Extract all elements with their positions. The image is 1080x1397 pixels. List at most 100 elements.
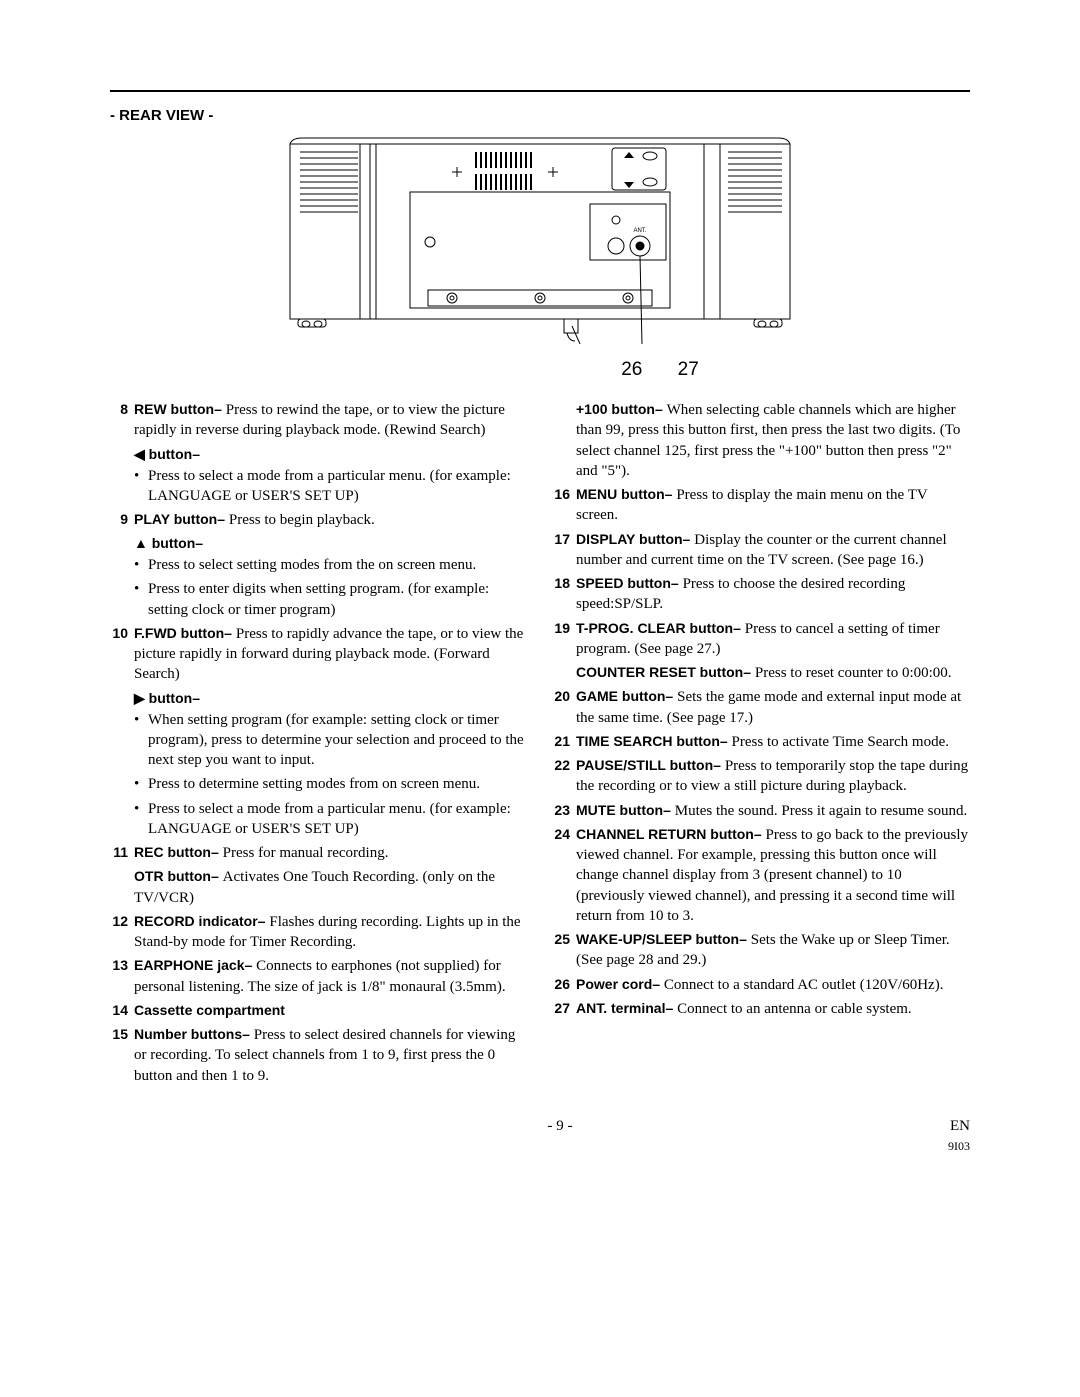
list-entry: 20GAME button– Sets the game mode and ex…: [552, 687, 970, 728]
entry-body: PAUSE/STILL button– Press to temporarily…: [576, 756, 970, 797]
bullet-icon: •: [134, 555, 148, 575]
section-title: - REAR VIEW -: [110, 106, 970, 126]
entry-label: DISPLAY button–: [576, 531, 694, 547]
entry-number: 19: [552, 619, 576, 660]
list-entry: 13EARPHONE jack– Connects to earphones (…: [110, 956, 528, 997]
bullet-item: •Press to enter digits when setting prog…: [110, 579, 528, 620]
entry-number: 9: [110, 510, 134, 530]
entry-number: 24: [552, 825, 576, 926]
entry-text: Connect to a standard AC outlet (120V/60…: [664, 977, 944, 993]
bullet-text: Press to select a mode from a particular…: [148, 466, 528, 507]
entry-label: Number buttons–: [134, 1026, 254, 1042]
entry-label: Power cord–: [576, 976, 664, 992]
entry-body: CHANNEL RETURN button– Press to go back …: [576, 825, 970, 926]
entry-text: Press to activate Time Search mode.: [732, 734, 949, 750]
list-entry: 25WAKE-UP/SLEEP button– Sets the Wake up…: [552, 930, 970, 971]
callout-27: 27: [678, 357, 699, 383]
list-entry: 12RECORD indicator– Flashes during recor…: [110, 912, 528, 953]
entry-body: Cassette compartment: [134, 1001, 528, 1021]
entry-body: RECORD indicator– Flashes during recordi…: [134, 912, 528, 953]
entry-label: RECORD indicator–: [134, 913, 269, 929]
entry-number: 25: [552, 930, 576, 971]
entry-label: CHANNEL RETURN button–: [576, 826, 766, 842]
entry-number: 10: [110, 624, 134, 685]
bullet-icon: •: [134, 579, 148, 620]
bullet-icon: •: [134, 774, 148, 794]
list-entry: 17DISPLAY button– Display the counter or…: [552, 530, 970, 571]
bullet-text: Press to enter digits when setting progr…: [148, 579, 528, 620]
right-column: +100 button– When selecting cable channe…: [552, 400, 970, 1090]
entry-label: PAUSE/STILL button–: [576, 757, 725, 773]
bullet-text: Press to select setting modes from the o…: [148, 555, 528, 575]
entry-body: MENU button– Press to display the main m…: [576, 485, 970, 526]
page-number: - 9 -: [548, 1116, 573, 1136]
doc-code: 9I03: [110, 1138, 970, 1154]
entry-label: REW button–: [134, 401, 226, 417]
entry-label: MENU button–: [576, 486, 676, 502]
entry-body: REC button– Press for manual recording.: [134, 843, 528, 863]
arrow-icon: ◀: [134, 446, 145, 462]
entry-label: T-PROG. CLEAR button–: [576, 620, 745, 636]
entry-label: PLAY button–: [134, 511, 229, 527]
callout-26: 26: [621, 357, 642, 383]
entry-number: 8: [110, 400, 134, 441]
list-entry: OTR button– Activates One Touch Recordin…: [110, 867, 528, 908]
bullet-icon: •: [134, 799, 148, 840]
entry-body: DISPLAY button– Display the counter or t…: [576, 530, 970, 571]
direction-button-label: ▶ button–: [110, 689, 528, 708]
entry-text: Press to begin playback.: [229, 512, 375, 528]
entry-text: Press for manual recording.: [223, 845, 389, 861]
entry-label: OTR button–: [134, 868, 223, 884]
bullet-item: •Press to determine setting modes from o…: [110, 774, 528, 794]
entry-number: 17: [552, 530, 576, 571]
entry-text: Connect to an antenna or cable system.: [677, 1001, 912, 1017]
list-entry: 8REW button– Press to rewind the tape, o…: [110, 400, 528, 441]
direction-button-label: ▲ button–: [110, 534, 528, 553]
entry-body: PLAY button– Press to begin playback.: [134, 510, 528, 530]
list-entry: 22PAUSE/STILL button– Press to temporari…: [552, 756, 970, 797]
diagram-callouts: 26 27: [110, 357, 970, 383]
bullet-icon: •: [134, 466, 148, 507]
list-entry: COUNTER RESET button– Press to reset cou…: [552, 663, 970, 683]
bullet-item: •Press to select a mode from a particula…: [110, 466, 528, 507]
entry-number: 18: [552, 574, 576, 615]
list-entry: 16MENU button– Press to display the main…: [552, 485, 970, 526]
list-entry: 15Number buttons– Press to select desire…: [110, 1025, 528, 1086]
entry-label: WAKE-UP/SLEEP button–: [576, 931, 751, 947]
entry-number: 21: [552, 732, 576, 752]
entry-body: T-PROG. CLEAR button– Press to cancel a …: [576, 619, 970, 660]
arrow-icon: ▲: [134, 535, 148, 551]
entry-number: 13: [110, 956, 134, 997]
list-entry: 10F.FWD button– Press to rapidly advance…: [110, 624, 528, 685]
entry-body: WAKE-UP/SLEEP button– Sets the Wake up o…: [576, 930, 970, 971]
left-column: 8REW button– Press to rewind the tape, o…: [110, 400, 528, 1090]
list-entry: 14Cassette compartment: [110, 1001, 528, 1021]
list-entry: 18SPEED button– Press to choose the desi…: [552, 574, 970, 615]
bullet-text: Press to select a mode from a particular…: [148, 799, 528, 840]
entry-body: Number buttons– Press to select desired …: [134, 1025, 528, 1086]
entry-number: 16: [552, 485, 576, 526]
list-entry: 21TIME SEARCH button– Press to activate …: [552, 732, 970, 752]
bullet-text: When setting program (for example: setti…: [148, 710, 528, 771]
bullet-item: •When setting program (for example: sett…: [110, 710, 528, 771]
entry-number: 23: [552, 801, 576, 821]
entry-body: SPEED button– Press to choose the desire…: [576, 574, 970, 615]
list-entry: 24CHANNEL RETURN button– Press to go bac…: [552, 825, 970, 926]
bullet-icon: •: [134, 710, 148, 771]
entry-number: 26: [552, 975, 576, 995]
list-entry: 26Power cord– Connect to a standard AC o…: [552, 975, 970, 995]
bullet-text: Press to determine setting modes from on…: [148, 774, 528, 794]
entry-body: TIME SEARCH button– Press to activate Ti…: [576, 732, 970, 752]
entry-body: REW button– Press to rewind the tape, or…: [134, 400, 528, 441]
arrow-icon: ▶: [134, 690, 145, 706]
bullet-item: •Press to select a mode from a particula…: [110, 799, 528, 840]
entry-label: MUTE button–: [576, 802, 675, 818]
entry-label: SPEED button–: [576, 575, 683, 591]
entry-label: F.FWD button–: [134, 625, 236, 641]
entry-body: EARPHONE jack– Connects to earphones (no…: [134, 956, 528, 997]
entry-label: ANT. terminal–: [576, 1000, 677, 1016]
entry-label: +100 button–: [576, 401, 667, 417]
columns: 8REW button– Press to rewind the tape, o…: [110, 400, 970, 1090]
entry-number: 22: [552, 756, 576, 797]
entry-text: Press to reset counter to 0:00:00.: [755, 665, 952, 681]
